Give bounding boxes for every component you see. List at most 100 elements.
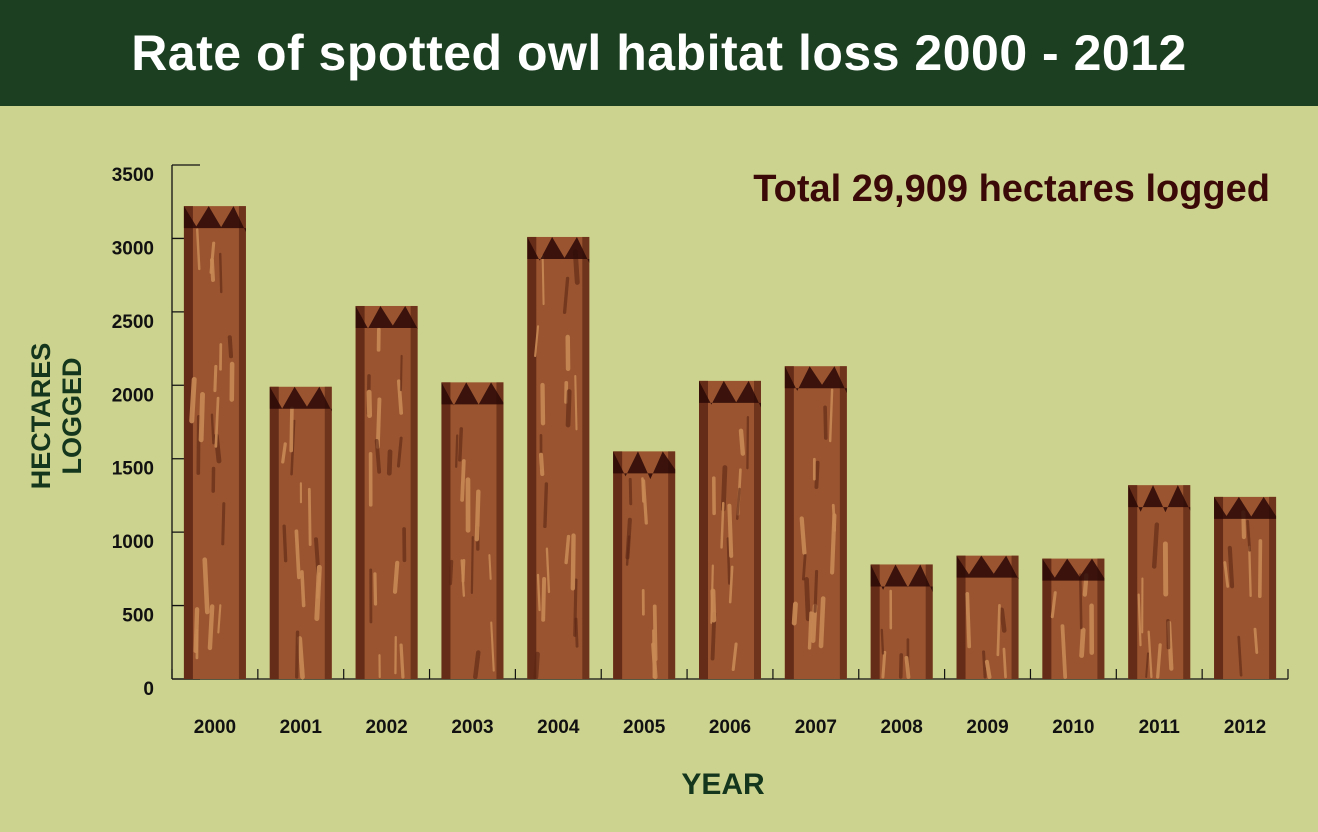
bar-bark-streak	[295, 630, 300, 679]
bar-bark-streak	[281, 442, 287, 464]
bar-group	[355, 305, 418, 679]
bar-bark-streak	[297, 636, 305, 680]
bar-bark-streak	[818, 596, 826, 649]
y-tick-label: 500	[122, 606, 154, 627]
bar-bark-streak	[564, 534, 571, 565]
bar-bark-streak	[1156, 643, 1162, 679]
bar-bark-streak	[373, 572, 378, 606]
y-tick-label: 3000	[112, 238, 154, 259]
bar-bark-streak	[1246, 519, 1252, 552]
bar-shade-right	[1183, 485, 1191, 679]
bar-shade-right	[754, 380, 761, 679]
bar-broken-top	[269, 386, 332, 412]
bar-shade-left	[355, 305, 365, 679]
bar-shade-left	[441, 382, 451, 679]
bar-bark-streak	[1060, 624, 1068, 679]
bar-bark-streak	[534, 325, 540, 358]
bar-bark-streak	[1151, 522, 1160, 569]
bar-bark-streak	[448, 559, 454, 586]
bar-bark-streak	[574, 375, 578, 431]
bar-shade-right	[238, 206, 246, 679]
bar-bark-streak	[294, 529, 301, 580]
bar-bark-streak	[984, 659, 992, 679]
title-bar: Rate of spotted owl habitat loss 2000 - …	[0, 0, 1318, 106]
bar-bark-streak	[625, 517, 632, 560]
bar-bark-streak	[801, 553, 807, 581]
bar-bark-streak	[470, 536, 474, 595]
bar-shade-left	[269, 386, 279, 679]
bar-bark-streak	[538, 452, 545, 477]
bar-bark-streak	[726, 537, 731, 585]
bar-bark-streak	[1078, 573, 1083, 630]
bar-shade-right	[1269, 496, 1277, 679]
chart-title: Rate of spotted owl habitat loss 2000 - …	[131, 25, 1187, 81]
bar-bark-streak	[209, 241, 216, 274]
x-tick-label: 2012	[1224, 717, 1266, 738]
bar-broken-top	[441, 382, 504, 406]
bar-bark-streak	[799, 516, 807, 555]
bar-bark-streak	[1137, 593, 1142, 647]
bar-group	[699, 380, 761, 679]
bar-bark-streak	[1079, 627, 1086, 658]
bar-bark-streak	[545, 547, 551, 594]
bar-shade-right	[839, 366, 847, 679]
bar-bark-streak	[880, 628, 885, 655]
bar-bark-streak	[533, 651, 540, 680]
bar-bark-streak	[965, 591, 972, 649]
bar-shade-left	[784, 366, 794, 679]
bar-bark-streak	[1227, 545, 1235, 589]
x-tick-label: 2005	[623, 717, 666, 738]
bar-bark-streak	[375, 397, 382, 449]
bar-group	[956, 555, 1019, 679]
bar-shade-right	[925, 564, 933, 679]
bar-shade-left	[613, 451, 623, 679]
bar-bark-streak	[221, 502, 226, 546]
bar-bark-streak	[460, 459, 466, 502]
bar-bark-streak	[399, 354, 403, 392]
bar-bark-streak	[300, 570, 306, 608]
bar-bark-streak	[207, 604, 215, 651]
bar-group	[1128, 485, 1191, 679]
bar-bark-streak	[813, 569, 819, 613]
bar-bark-streak	[366, 389, 373, 418]
y-tick-label: 2000	[112, 385, 154, 406]
x-tick-label: 2010	[1052, 717, 1094, 738]
bar-bark-streak	[727, 503, 734, 558]
bar-bark-streak	[198, 391, 205, 443]
bar-bark-streak	[791, 601, 798, 626]
bar-bark-streak	[996, 603, 1001, 657]
bar-bark-streak	[1258, 539, 1263, 599]
bar-bark-streak	[1145, 652, 1149, 679]
bar-bark-streak	[458, 427, 464, 462]
bar-bark-streak	[396, 436, 403, 468]
bar-bark-streak	[213, 364, 218, 393]
bar-bark-streak	[720, 501, 725, 549]
bar-bark-streak	[399, 643, 405, 679]
total-annotation: Total 29,909 hectares logged	[753, 168, 1270, 210]
bar-broken-top	[1128, 485, 1191, 513]
x-tick-label: 2009	[966, 717, 1008, 738]
bar-bark-streak	[218, 252, 223, 294]
bar-group	[183, 206, 246, 679]
bar-bark-streak	[374, 439, 382, 474]
bar-bark-streak	[823, 405, 828, 440]
x-tick-label: 2004	[537, 717, 580, 738]
bar-shade-right	[410, 305, 418, 679]
bar-broken-top	[1214, 496, 1277, 519]
bar-bark-streak	[881, 650, 887, 679]
x-tick-label: 2008	[881, 717, 923, 738]
bar-shade-left	[1128, 485, 1138, 679]
bar-bark-streak	[189, 376, 197, 424]
bar-bark-streak	[541, 255, 545, 306]
bar-bark-streak	[628, 477, 633, 506]
x-tick-label: 2002	[365, 717, 407, 738]
bar-bark-streak	[562, 276, 570, 315]
bar-broken-top	[1042, 558, 1105, 581]
bar-bark-streak	[651, 642, 658, 680]
bar-bark-streak	[210, 413, 215, 445]
bar-group	[870, 564, 933, 679]
bar-shade-left	[956, 555, 966, 679]
bar-group	[441, 382, 504, 680]
x-axis-label: YEAR	[681, 768, 765, 801]
